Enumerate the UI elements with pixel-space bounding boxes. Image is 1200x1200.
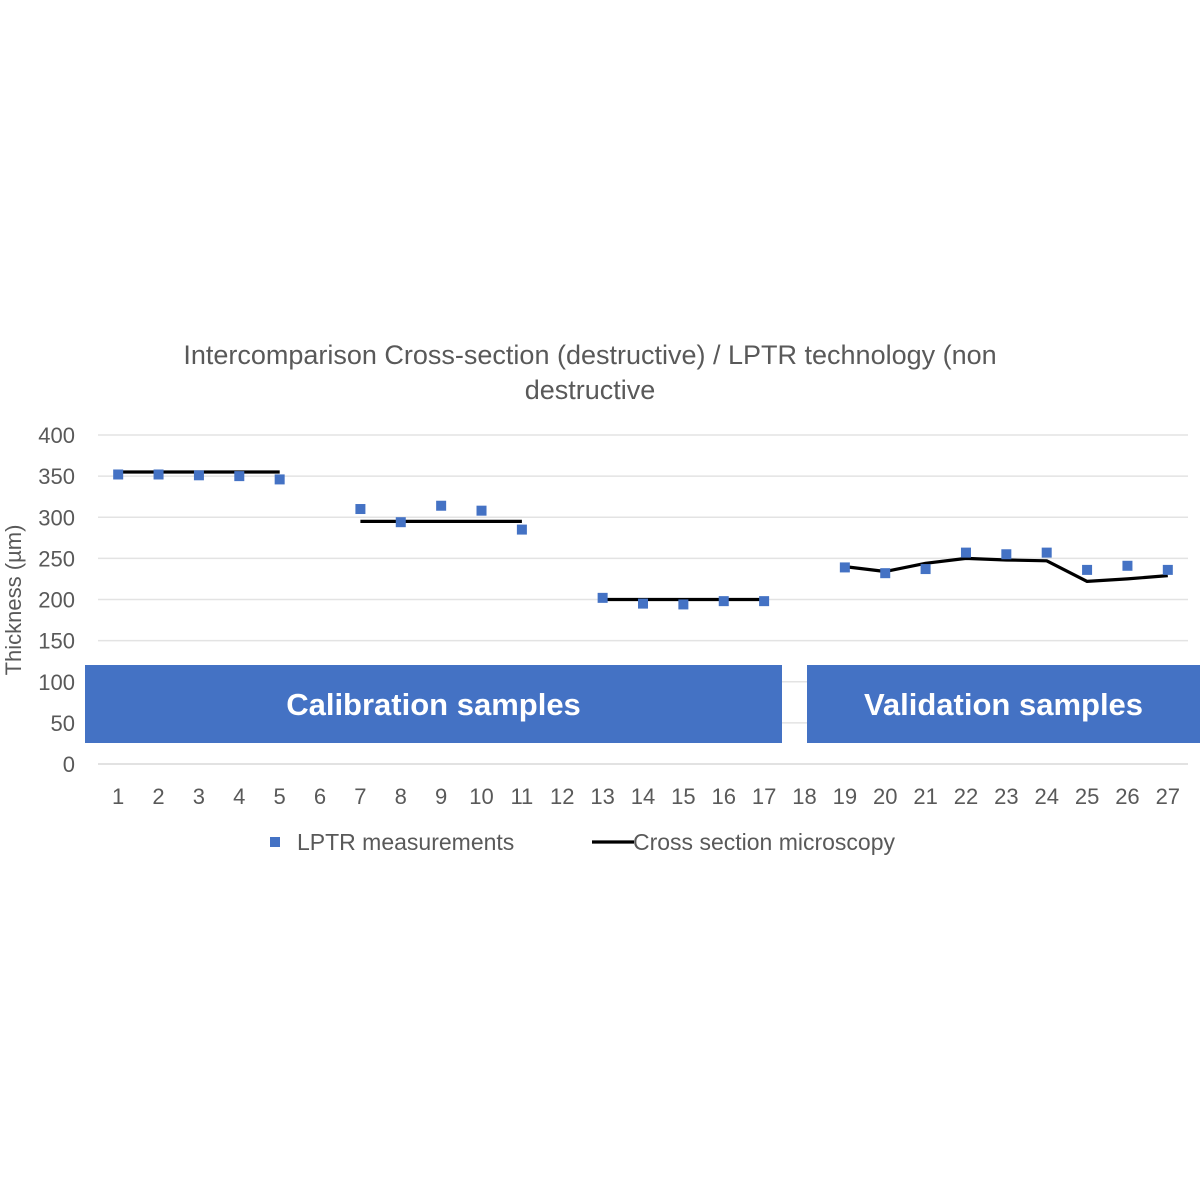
lptr-point-27 [1162, 564, 1173, 575]
y-axis-label: Thickness (µm) [1, 525, 26, 676]
x-tick-label: 10 [469, 784, 493, 809]
x-tick-label: 11 [510, 784, 533, 809]
y-tick-label: 250 [38, 546, 75, 571]
annotation-text-2: Validation samples [864, 687, 1143, 722]
x-tick-label: 24 [1034, 784, 1058, 809]
x-tick-label: 25 [1075, 784, 1099, 809]
chart-title-line-1: Intercomparison Cross-section (destructi… [183, 340, 996, 370]
x-tick-label: 23 [994, 784, 1018, 809]
lptr-point-15 [678, 599, 689, 610]
lptr-point-9 [436, 500, 447, 511]
x-tick-label: 18 [792, 784, 816, 809]
x-tick-label: 20 [873, 784, 897, 809]
x-tick-label: 2 [152, 784, 164, 809]
legend-marker-lptr [270, 837, 280, 847]
x-tick-label: 19 [833, 784, 857, 809]
lptr-point-1 [113, 469, 124, 480]
x-tick-label: 14 [631, 784, 655, 809]
cross-section-line-segment-4 [844, 556, 1168, 584]
x-tick-label: 15 [671, 784, 695, 809]
x-tick-label: 7 [354, 784, 366, 809]
y-tick-label: 400 [38, 423, 75, 448]
x-tick-label: 12 [550, 784, 574, 809]
lptr-point-2 [153, 469, 164, 480]
lptr-point-21 [920, 564, 931, 575]
annotation-box-1 [85, 665, 782, 743]
y-axis-ticks: 0 50 100 150 200 250 300 350 400 [38, 423, 75, 777]
lptr-point-10 [476, 505, 487, 516]
chart-title: Intercomparison Cross-section (destructi… [183, 340, 996, 405]
x-tick-label: 4 [233, 784, 245, 809]
y-tick-label: 200 [38, 588, 75, 613]
x-tick-label: 21 [913, 784, 937, 809]
lptr-point-26 [1122, 560, 1133, 571]
lptr-point-19 [839, 562, 850, 573]
y-tick-label: 0 [63, 752, 75, 777]
annotation-text-1: Calibration samples [286, 687, 581, 722]
lptr-point-11 [516, 524, 527, 535]
y-tick-label: 300 [38, 505, 75, 530]
y-tick-label: 100 [38, 670, 75, 695]
x-tick-label: 26 [1115, 784, 1139, 809]
sample-group-annotations: Calibration samples Validation samples [85, 665, 1200, 743]
lptr-point-7 [355, 504, 366, 515]
lptr-point-8 [395, 517, 406, 528]
lptr-point-4 [234, 471, 245, 482]
y-tick-label: 350 [38, 464, 75, 489]
legend-label-lptr: LPTR measurements [297, 829, 514, 855]
cross-section-series [118, 470, 1168, 602]
y-tick-label: 150 [38, 629, 75, 654]
legend-label-cross-section: Cross section microscopy [633, 829, 896, 855]
x-tick-label: 9 [435, 784, 447, 809]
lptr-point-3 [193, 470, 204, 481]
lptr-point-13 [597, 592, 608, 603]
x-tick-label: 3 [193, 784, 205, 809]
lptr-point-23 [1001, 549, 1012, 560]
lptr-point-24 [1041, 547, 1052, 558]
lptr-point-5 [274, 474, 285, 485]
x-tick-label: 22 [954, 784, 978, 809]
lptr-point-14 [638, 598, 648, 609]
x-tick-label: 13 [590, 784, 614, 809]
chart-title-line-2: destructive [525, 375, 656, 405]
x-tick-label: 6 [314, 784, 326, 809]
lptr-point-17 [759, 596, 770, 607]
x-tick-label: 1 [112, 784, 124, 809]
x-tick-label: 27 [1156, 784, 1180, 809]
lptr-point-25 [1082, 564, 1093, 575]
lptr-series [113, 469, 1173, 610]
y-tick-label: 50 [51, 711, 75, 736]
legend: LPTR measurements Cross section microsco… [270, 829, 896, 855]
x-tick-label: 16 [711, 784, 735, 809]
x-axis-ticks: 1 2 3 4 5 6 7 8 9 10 11 12 13 14 15 16 17 18 19 20 21 22 23 24 2… [112, 784, 1180, 809]
lptr-point-16 [718, 596, 729, 607]
x-tick-label: 17 [752, 784, 776, 809]
annotation-box-2 [807, 665, 1200, 743]
x-tick-label: 5 [274, 784, 286, 809]
lptr-point-20 [880, 568, 891, 579]
x-tick-label: 8 [395, 784, 407, 809]
lptr-point-22 [960, 547, 971, 558]
